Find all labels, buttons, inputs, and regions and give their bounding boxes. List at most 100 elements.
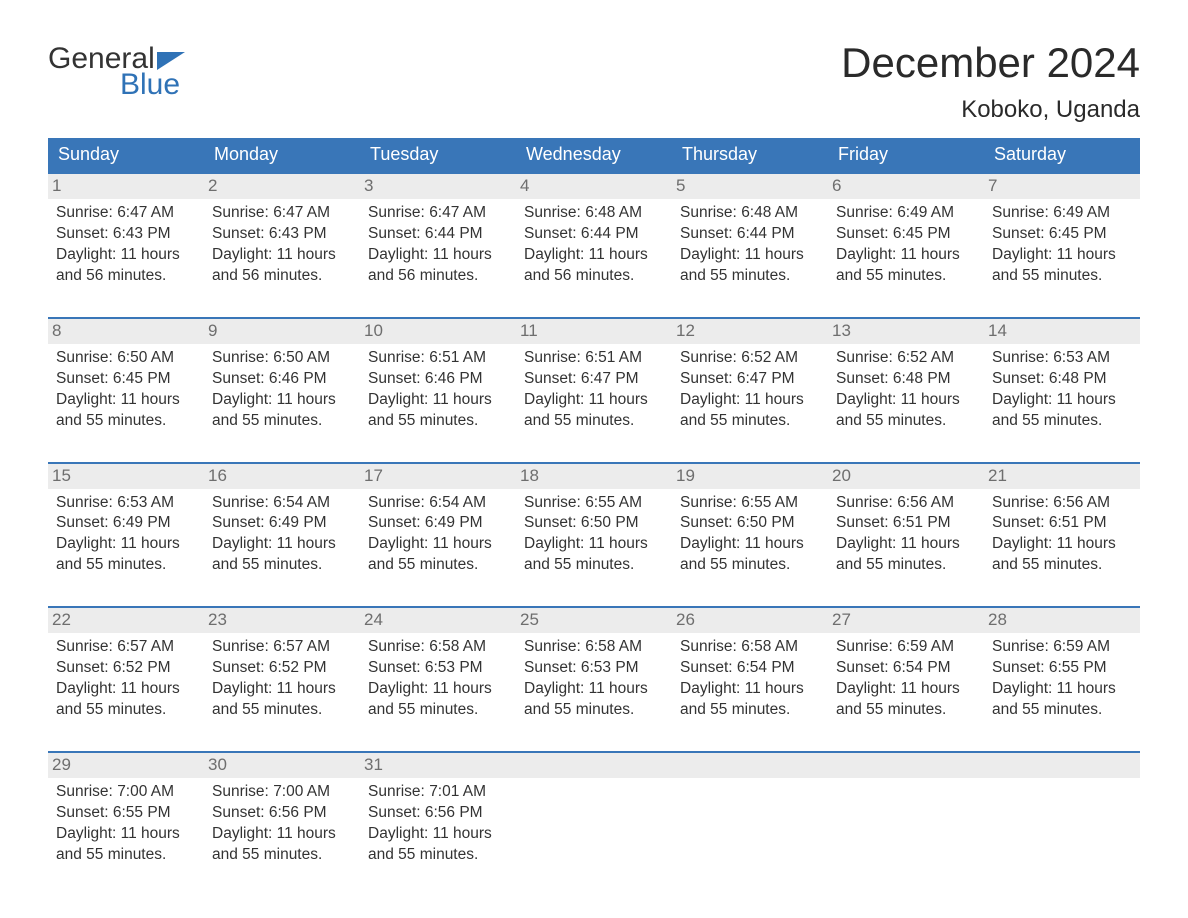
sunset-line: Sunset: 6:45 PM <box>992 224 1132 245</box>
sunrise-value: 6:50 AM <box>117 349 174 366</box>
calendar-day: 26Sunrise: 6:58 AMSunset: 6:54 PMDayligh… <box>672 608 828 721</box>
sunset-value: 6:44 PM <box>425 225 483 242</box>
daylight-label: Daylight: <box>368 391 428 408</box>
daylight-line: Daylight: 11 hours and 55 minutes. <box>992 679 1132 721</box>
daylight-label: Daylight: <box>524 535 584 552</box>
daylight-label: Daylight: <box>56 246 116 263</box>
day-number: 15 <box>48 464 204 489</box>
sunrise-label: Sunrise: <box>524 204 581 221</box>
sunset-line: Sunset: 6:51 PM <box>992 513 1132 534</box>
day-number: 11 <box>516 319 672 344</box>
sunrise-label: Sunrise: <box>524 638 581 655</box>
sunset-label: Sunset: <box>212 514 265 531</box>
calendar-day: 25Sunrise: 6:58 AMSunset: 6:53 PMDayligh… <box>516 608 672 721</box>
sunrise-value: 6:58 AM <box>741 638 798 655</box>
sunset-label: Sunset: <box>524 514 577 531</box>
daylight-line: Daylight: 11 hours and 55 minutes. <box>524 534 664 576</box>
sunrise-value: 6:48 AM <box>741 204 798 221</box>
day-number: 19 <box>672 464 828 489</box>
sunrise-value: 6:48 AM <box>585 204 642 221</box>
day-details: Sunrise: 6:52 AMSunset: 6:48 PMDaylight:… <box>836 348 976 432</box>
sunset-label: Sunset: <box>836 370 889 387</box>
sunrise-label: Sunrise: <box>836 638 893 655</box>
day-details: Sunrise: 6:55 AMSunset: 6:50 PMDaylight:… <box>524 493 664 577</box>
daylight-line: Daylight: 11 hours and 56 minutes. <box>368 245 508 287</box>
sunset-label: Sunset: <box>368 659 421 676</box>
daylight-label: Daylight: <box>680 535 740 552</box>
sunset-label: Sunset: <box>56 370 109 387</box>
sunset-line: Sunset: 6:52 PM <box>212 658 352 679</box>
sunrise-label: Sunrise: <box>680 494 737 511</box>
sunrise-value: 6:59 AM <box>1053 638 1110 655</box>
daylight-line: Daylight: 11 hours and 56 minutes. <box>212 245 352 287</box>
daylight-line: Daylight: 11 hours and 55 minutes. <box>56 534 196 576</box>
sunrise-line: Sunrise: 7:01 AM <box>368 782 508 803</box>
calendar-week: 15Sunrise: 6:53 AMSunset: 6:49 PMDayligh… <box>48 462 1140 577</box>
sunset-line: Sunset: 6:44 PM <box>524 224 664 245</box>
day-details: Sunrise: 6:59 AMSunset: 6:54 PMDaylight:… <box>836 637 976 721</box>
day-details: Sunrise: 6:54 AMSunset: 6:49 PMDaylight:… <box>212 493 352 577</box>
calendar-day: 10Sunrise: 6:51 AMSunset: 6:46 PMDayligh… <box>360 319 516 432</box>
sunset-value: 6:56 PM <box>269 804 327 821</box>
sunrise-value: 6:57 AM <box>273 638 330 655</box>
sunset-line: Sunset: 6:45 PM <box>836 224 976 245</box>
sunrise-label: Sunrise: <box>368 494 425 511</box>
sunset-value: 6:55 PM <box>1049 659 1107 676</box>
sunset-label: Sunset: <box>368 370 421 387</box>
calendar-day: 16Sunrise: 6:54 AMSunset: 6:49 PMDayligh… <box>204 464 360 577</box>
calendar-week: 8Sunrise: 6:50 AMSunset: 6:45 PMDaylight… <box>48 317 1140 432</box>
sunset-line: Sunset: 6:43 PM <box>212 224 352 245</box>
sunrise-label: Sunrise: <box>992 349 1049 366</box>
calendar-day: 17Sunrise: 6:54 AMSunset: 6:49 PMDayligh… <box>360 464 516 577</box>
day-number: 22 <box>48 608 204 633</box>
calendar-day: 21Sunrise: 6:56 AMSunset: 6:51 PMDayligh… <box>984 464 1140 577</box>
sunrise-label: Sunrise: <box>56 638 113 655</box>
sunset-line: Sunset: 6:43 PM <box>56 224 196 245</box>
sunrise-label: Sunrise: <box>524 349 581 366</box>
sunset-line: Sunset: 6:44 PM <box>680 224 820 245</box>
sunset-line: Sunset: 6:52 PM <box>56 658 196 679</box>
sunset-value: 6:49 PM <box>425 514 483 531</box>
sunrise-label: Sunrise: <box>56 783 113 800</box>
calendar-grid: SundayMondayTuesdayWednesdayThursdayFrid… <box>48 138 1140 865</box>
day-number: 12 <box>672 319 828 344</box>
sunset-value: 6:45 PM <box>893 225 951 242</box>
daylight-label: Daylight: <box>56 825 116 842</box>
sunset-value: 6:51 PM <box>1049 514 1107 531</box>
daylight-line: Daylight: 11 hours and 55 minutes. <box>212 824 352 866</box>
day-number: 21 <box>984 464 1140 489</box>
sunset-line: Sunset: 6:47 PM <box>524 369 664 390</box>
sunset-label: Sunset: <box>836 659 889 676</box>
dow-cell: Saturday <box>984 138 1140 172</box>
day-number <box>984 753 1140 778</box>
day-number: 25 <box>516 608 672 633</box>
sunset-line: Sunset: 6:54 PM <box>680 658 820 679</box>
sunrise-line: Sunrise: 6:52 AM <box>680 348 820 369</box>
sunrise-line: Sunrise: 6:52 AM <box>836 348 976 369</box>
calendar-day: 24Sunrise: 6:58 AMSunset: 6:53 PMDayligh… <box>360 608 516 721</box>
sunset-line: Sunset: 6:44 PM <box>368 224 508 245</box>
sunset-line: Sunset: 6:55 PM <box>992 658 1132 679</box>
calendar-day: 15Sunrise: 6:53 AMSunset: 6:49 PMDayligh… <box>48 464 204 577</box>
sunset-label: Sunset: <box>368 804 421 821</box>
sunrise-line: Sunrise: 6:55 AM <box>524 493 664 514</box>
daylight-label: Daylight: <box>56 680 116 697</box>
sunrise-value: 6:54 AM <box>273 494 330 511</box>
day-details: Sunrise: 6:51 AMSunset: 6:46 PMDaylight:… <box>368 348 508 432</box>
sunset-value: 6:56 PM <box>425 804 483 821</box>
sunset-value: 6:44 PM <box>581 225 639 242</box>
sunset-value: 6:49 PM <box>113 514 171 531</box>
sunset-line: Sunset: 6:49 PM <box>368 513 508 534</box>
sunset-label: Sunset: <box>56 514 109 531</box>
day-number <box>828 753 984 778</box>
calendar-day: 7Sunrise: 6:49 AMSunset: 6:45 PMDaylight… <box>984 174 1140 287</box>
sunset-label: Sunset: <box>524 370 577 387</box>
dow-cell: Thursday <box>672 138 828 172</box>
sunset-value: 6:48 PM <box>1049 370 1107 387</box>
sunset-label: Sunset: <box>368 225 421 242</box>
sunset-line: Sunset: 6:55 PM <box>56 803 196 824</box>
calendar-day: 5Sunrise: 6:48 AMSunset: 6:44 PMDaylight… <box>672 174 828 287</box>
sunset-line: Sunset: 6:49 PM <box>56 513 196 534</box>
day-details: Sunrise: 6:47 AMSunset: 6:44 PMDaylight:… <box>368 203 508 287</box>
dow-cell: Tuesday <box>360 138 516 172</box>
